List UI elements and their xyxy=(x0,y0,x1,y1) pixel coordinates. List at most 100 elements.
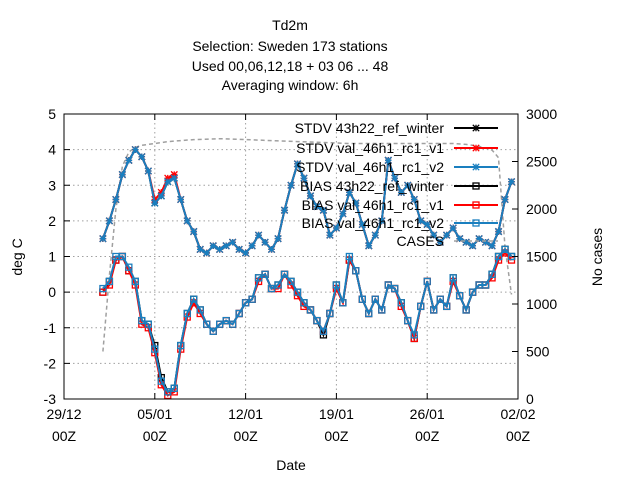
data-point xyxy=(365,309,373,318)
data-point xyxy=(287,277,295,286)
data-point xyxy=(157,188,165,197)
series-line xyxy=(102,247,513,394)
data-point xyxy=(462,306,470,314)
data-point xyxy=(472,163,480,171)
x-tick-label-hour: 00Z xyxy=(415,428,440,444)
data-point xyxy=(494,227,503,236)
data-point xyxy=(99,284,107,293)
data-point xyxy=(475,235,483,243)
data-point xyxy=(105,277,114,286)
data-point xyxy=(209,242,217,250)
series-4 xyxy=(99,245,516,396)
data-point xyxy=(235,309,243,318)
data-point xyxy=(274,235,282,243)
data-point xyxy=(462,238,470,246)
legend-label: BIAS val_46h1_rc1_v2 xyxy=(302,215,445,231)
data-point xyxy=(423,220,431,229)
data-point xyxy=(209,327,217,335)
data-point xyxy=(472,219,480,227)
data-point xyxy=(125,156,133,164)
data-point xyxy=(319,327,328,335)
legend-label: STDV val_46h1_rc1_v2 xyxy=(296,159,444,175)
y-tick-label: 3 xyxy=(48,177,56,193)
data-point xyxy=(472,124,480,132)
data-point xyxy=(332,224,341,232)
data-point xyxy=(501,195,509,204)
data-point xyxy=(170,384,178,392)
data-point xyxy=(164,178,172,186)
data-point xyxy=(157,377,165,385)
legend-entry: STDV 43h22_ref_winter xyxy=(295,120,498,136)
data-point xyxy=(442,231,451,239)
data-point xyxy=(125,263,133,271)
data-point xyxy=(443,302,451,311)
series-line xyxy=(102,137,513,352)
data-point xyxy=(177,341,185,350)
data-point xyxy=(391,284,399,293)
data-point xyxy=(306,192,315,200)
series-layer xyxy=(99,137,516,400)
x-tick-label-hour: 00Z xyxy=(234,428,259,444)
data-point xyxy=(112,195,120,204)
data-point xyxy=(404,181,412,189)
data-point xyxy=(423,277,431,286)
data-point xyxy=(254,231,263,239)
y-tick-label: 4 xyxy=(48,142,56,158)
data-point xyxy=(170,170,178,179)
data-point xyxy=(371,295,379,303)
chart-title: Td2m Selection: Sweden 173 stations Used… xyxy=(192,17,389,93)
legend-entry: BIAS val_46h1_rc1_v1 xyxy=(302,197,498,213)
data-point xyxy=(449,224,457,232)
data-point xyxy=(472,201,480,209)
y-tick-label: 2 xyxy=(48,213,56,229)
series-5 xyxy=(99,249,516,400)
data-point xyxy=(300,299,308,307)
data-point xyxy=(190,295,198,303)
y2-tick-label: 1000 xyxy=(526,296,557,312)
data-point xyxy=(417,302,425,311)
data-point xyxy=(235,245,243,254)
data-point xyxy=(326,231,334,239)
title-line-3: Used 00,06,12,18 + 03 06 ... 48 xyxy=(192,58,389,74)
data-point xyxy=(501,245,509,254)
data-point xyxy=(332,281,341,289)
data-point xyxy=(339,299,347,307)
x-axis-label: Date xyxy=(276,457,306,473)
legend: STDV 43h22_ref_winter STDV val_46h1_rc1_v… xyxy=(295,120,498,249)
data-point xyxy=(280,270,289,278)
y2-tick-label: 2000 xyxy=(526,201,557,217)
data-point xyxy=(300,174,308,182)
x-tick-label-date: 19/01 xyxy=(319,406,354,422)
series-line xyxy=(101,147,513,255)
data-point xyxy=(397,188,405,197)
data-point xyxy=(472,144,480,152)
data-point xyxy=(326,309,334,318)
data-point xyxy=(241,249,250,257)
x-tick-label-hour: 00Z xyxy=(506,428,531,444)
y-tick-label: 1 xyxy=(48,249,56,265)
y2-tick-label: 2500 xyxy=(526,154,557,170)
data-point xyxy=(261,238,269,246)
data-point xyxy=(183,217,191,225)
legend-entry: CASES xyxy=(397,233,498,249)
y2-tick-label: 3000 xyxy=(526,106,557,122)
data-point xyxy=(365,242,373,250)
data-point xyxy=(488,242,496,250)
data-point xyxy=(404,316,412,325)
axes: -3 -2 -1 0 1 2 3 4 5 0 500 1000 1500 2000 2500 3000 29/1… xyxy=(44,106,558,444)
data-point xyxy=(339,210,347,218)
data-point xyxy=(436,295,444,303)
data-point xyxy=(488,270,496,278)
data-point xyxy=(410,331,418,339)
x-tick-label-date: 02/02 xyxy=(500,406,535,422)
data-point xyxy=(313,202,321,211)
data-point xyxy=(455,292,464,300)
data-point xyxy=(144,320,152,328)
data-point xyxy=(118,170,127,179)
data-point xyxy=(118,252,127,261)
data-point xyxy=(371,231,379,239)
legend-label: BIAS 43h22_ref_winter xyxy=(300,178,444,194)
data-point xyxy=(468,242,477,250)
data-point xyxy=(267,245,276,254)
